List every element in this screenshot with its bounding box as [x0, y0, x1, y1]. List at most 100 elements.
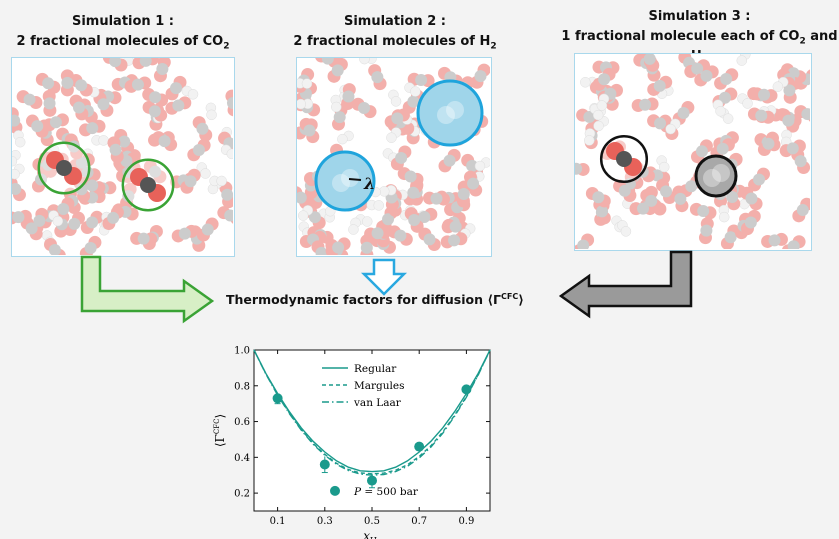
carbon-atom	[700, 224, 713, 237]
carbon-atom	[407, 186, 420, 199]
carbon-atom	[192, 144, 205, 157]
hydrogen-atom	[297, 98, 307, 110]
hydrogen-atom	[297, 210, 309, 221]
carbon-atom	[794, 155, 807, 168]
x-axis-label-sub: H	[370, 536, 377, 539]
carbon-atom	[618, 184, 631, 197]
panel-3-title-line1: Simulation 3 :	[648, 9, 751, 24]
hydrogen-atom	[658, 161, 670, 173]
simulation-2-box: λ	[296, 57, 492, 257]
gray-arrow	[558, 250, 693, 319]
hydrogen-atom	[620, 226, 632, 237]
hydrogen-atom	[361, 216, 373, 227]
legend-marker	[330, 485, 340, 496]
carbon-atom	[86, 179, 99, 192]
hydrogen-atom	[52, 215, 64, 227]
carbon-atom	[415, 73, 428, 86]
carbon-atom	[12, 183, 22, 196]
legend-points-label-p: P	[353, 486, 362, 498]
carbon-atom	[321, 58, 334, 65]
carbon-atom	[118, 135, 131, 148]
hydrogen-atom	[722, 113, 734, 124]
y-axis-label-main: ⟨Γ	[213, 434, 227, 447]
carbon-atom	[42, 77, 55, 90]
hydrogen-atom	[715, 106, 726, 117]
carbon-atom	[467, 177, 480, 190]
data-point	[461, 384, 472, 395]
carbon-atom	[407, 95, 420, 108]
carbon-atom	[423, 233, 436, 246]
data-point	[367, 475, 377, 486]
carbon-atom	[583, 110, 596, 123]
carbon-atom	[170, 82, 183, 95]
carbon-atom	[172, 99, 185, 112]
carbon-atom	[109, 143, 122, 156]
hydrogen-atom	[337, 133, 348, 145]
carbon-atom	[716, 142, 729, 155]
carbon-atom	[12, 211, 25, 224]
data-point	[414, 441, 425, 452]
fractional-molecule-ring	[416, 79, 484, 147]
y-axis-label-end: ⟩	[213, 414, 227, 419]
carbon-atom	[140, 177, 156, 193]
data-point	[272, 393, 283, 404]
carbon-atom	[768, 234, 781, 247]
panel-2-title-line2: 2 fractional molecules of H2	[293, 34, 497, 52]
hydrogen-atom	[592, 109, 604, 121]
legend-points-label-rest: = 500 bar	[361, 486, 419, 498]
carbon-atom	[457, 187, 470, 200]
carbon-atom	[184, 175, 197, 188]
carbon-atom	[745, 192, 758, 205]
carbon-atom	[408, 213, 421, 226]
green-arrow-shape	[80, 255, 215, 324]
simulation-3-box	[574, 53, 812, 251]
carbon-atom	[394, 229, 407, 242]
carbon-atom	[196, 122, 209, 135]
carbon-atom	[718, 91, 731, 104]
carbon-atom	[639, 98, 652, 111]
carbon-atom	[333, 111, 346, 124]
hydrogen-atom	[580, 77, 591, 88]
molecular-background	[12, 58, 233, 255]
carbon-atom	[404, 170, 417, 183]
carbon-atom	[139, 58, 152, 67]
carbon-atom	[43, 97, 56, 110]
carbon-atom	[596, 205, 609, 218]
carbon-atom	[303, 124, 316, 137]
hydrogen-atom	[373, 200, 384, 211]
legend-label: Regular	[354, 363, 397, 375]
carbon-atom	[158, 135, 171, 148]
simulation-3-molecules	[575, 54, 810, 249]
carbon-atom	[418, 210, 431, 223]
carbon-atom	[430, 192, 443, 205]
simulation-1-box	[11, 57, 235, 257]
carbon-atom	[84, 241, 97, 254]
fractional-molecule-ring	[694, 154, 738, 198]
carbon-atom	[466, 159, 479, 172]
hydrogen-atom	[665, 123, 676, 135]
carbon-atom	[86, 216, 99, 229]
carbon-atom	[726, 191, 739, 204]
carbon-atom	[685, 180, 698, 193]
carbon-atom	[653, 79, 666, 92]
carbon-atom	[358, 101, 371, 114]
carbon-atom	[31, 120, 44, 133]
simulation-2-molecules: λ	[297, 58, 490, 255]
carbon-atom	[645, 194, 658, 207]
y-tick-label: 0.4	[234, 453, 250, 464]
carbon-atom	[449, 220, 462, 233]
hydrogen-atom	[12, 155, 18, 167]
carbon-atom	[226, 97, 233, 110]
hydrogen-atom	[226, 148, 233, 160]
panel-1-title-line2: 2 fractional molecules of CO2	[16, 34, 230, 52]
carbon-atom	[720, 73, 733, 86]
carbon-atom	[801, 108, 810, 121]
hydrogen-atom	[359, 58, 370, 65]
carbon-atom	[691, 62, 704, 75]
carbon-atom	[97, 98, 110, 111]
carbon-atom	[25, 222, 38, 235]
carbon-atom	[75, 183, 88, 196]
carbon-atom	[758, 88, 771, 101]
x-tick-label: 0.5	[364, 516, 380, 527]
hydrogen-atom	[410, 86, 421, 97]
